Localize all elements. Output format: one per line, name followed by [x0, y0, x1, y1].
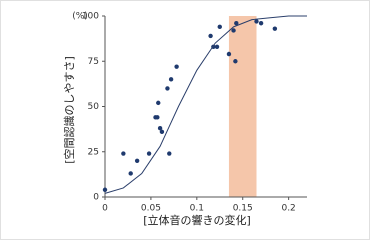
- x-tick-label: 0.15: [233, 204, 253, 214]
- data-point: [167, 151, 172, 156]
- data-point: [234, 21, 239, 26]
- x-tick-label: 0.2: [281, 204, 295, 214]
- data-point: [233, 59, 238, 64]
- y-tick-label: 75: [88, 57, 99, 67]
- data-point: [254, 19, 259, 24]
- data-point: [214, 44, 220, 49]
- x-tick-label: 0: [102, 204, 108, 214]
- data-point: [159, 129, 165, 135]
- data-point: [208, 33, 213, 39]
- data-point: [226, 51, 232, 57]
- data-point: [146, 151, 152, 156]
- y-axis-label: [空間認識のしやすさ]: [62, 56, 76, 163]
- data-point: [165, 86, 170, 91]
- y-tick-label: 100: [82, 12, 99, 22]
- y-tick-label: 0: [93, 193, 99, 203]
- data-point: [168, 77, 174, 82]
- data-point: [231, 28, 236, 33]
- data-point: [272, 26, 278, 31]
- y-unit: (%): [72, 12, 88, 22]
- x-axis-label: [立体音の響きの変化]: [143, 213, 251, 227]
- y-tick-label: 25: [88, 147, 99, 157]
- x-tick-label: 0.1: [190, 204, 204, 214]
- y-tick-label: 50: [88, 102, 100, 112]
- data-point: [155, 115, 160, 120]
- data-point: [134, 158, 140, 163]
- data-point: [217, 24, 222, 30]
- data-point: [121, 151, 126, 156]
- data-point: [156, 100, 161, 106]
- x-tick-label: 0.05: [141, 204, 161, 214]
- data-point: [258, 21, 264, 26]
- highlight-band: [228, 16, 257, 197]
- data-point: [157, 126, 163, 131]
- data-point: [102, 187, 108, 192]
- fit-curve: [104, 15, 307, 194]
- data-point: [174, 64, 179, 69]
- plot-area: 0 25 50 75 100 0 0.05 0.1 0.15 0.2: [82, 12, 307, 214]
- data-point: [128, 171, 133, 176]
